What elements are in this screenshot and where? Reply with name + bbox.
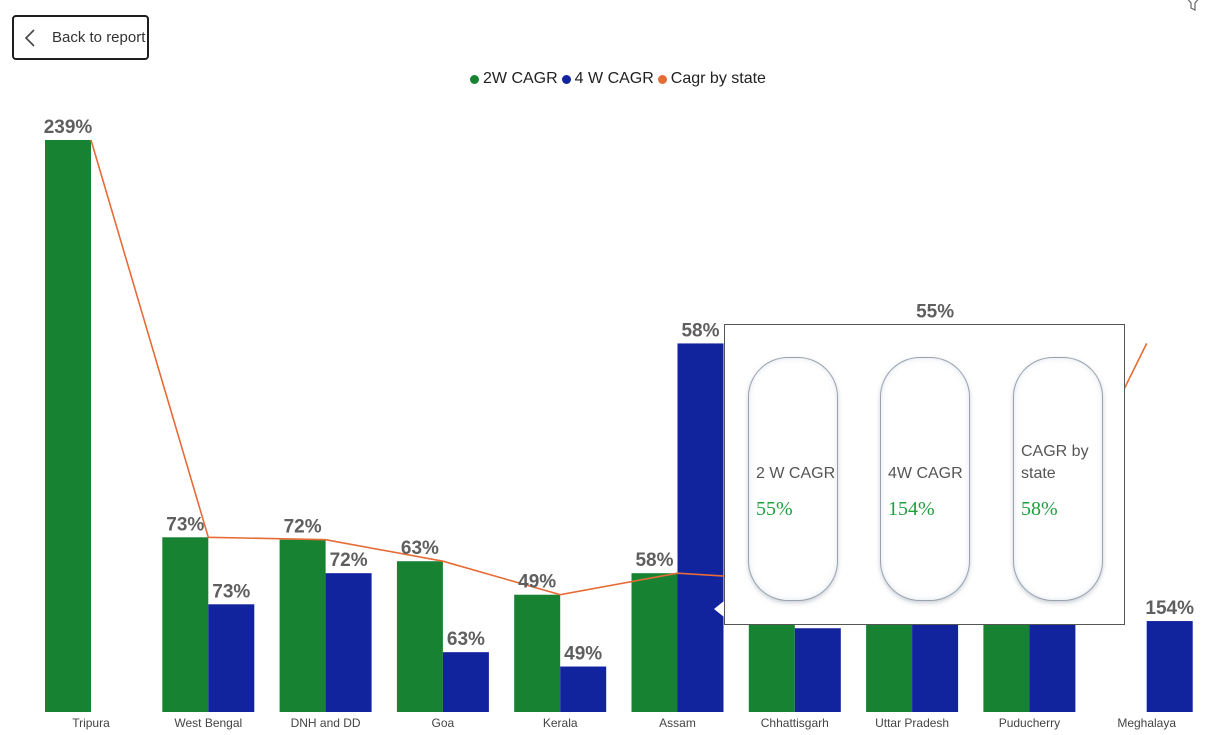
x-tick-label: Goa — [432, 716, 455, 730]
data-labels: 239% 73% 73% 72% 72% 63% 63% 49% 49% 58% 58% 55% 154… — [44, 117, 1194, 665]
x-tick-label: Puducherry — [999, 716, 1060, 730]
bar-2w-2[interactable] — [279, 539, 326, 712]
bar-2w-1[interactable] — [162, 537, 209, 712]
data-label-box — [682, 319, 719, 342]
legend-dot-cagr — [657, 74, 667, 84]
tooltip-card-4w-title: 4W CAGR — [888, 465, 963, 482]
series-4w-bars — [208, 324, 1193, 712]
x-tick-label: Meghalaya — [1117, 716, 1176, 730]
data-label-box — [565, 642, 602, 665]
data-label: 58% — [635, 550, 673, 571]
x-tick-label: Chhattisgarh — [761, 716, 829, 730]
data-label: 58% — [681, 320, 719, 341]
data-label: 73% — [166, 514, 204, 535]
tooltip-card-4w: 4W CAGR 154% — [880, 357, 970, 601]
x-tick-label: Assam — [659, 716, 696, 730]
x-tick-label: Kerala — [543, 716, 578, 730]
data-label-box — [330, 549, 367, 572]
bar-4w-9[interactable] — [1146, 621, 1193, 712]
legend-item-2w[interactable]: 2W CAGR — [470, 70, 558, 88]
x-tick-label: West Bengal — [174, 716, 242, 730]
data-label: 63% — [447, 629, 485, 650]
chart-legend: 2W CAGR 4 W CAGR Cagr by state — [470, 70, 770, 88]
data-label-box — [1146, 597, 1193, 620]
data-label: 239% — [44, 117, 93, 138]
tooltip-pointer — [714, 601, 724, 617]
data-label: 72% — [284, 517, 322, 538]
bar-2w-3[interactable] — [396, 561, 443, 712]
legend-dot-2w — [470, 74, 479, 84]
legend-label-4w: 4 W CAGR — [574, 70, 654, 87]
tooltip-panel: 2 W CAGR 55% 4W CAGR 154% CAGR by state … — [724, 324, 1125, 625]
data-label-box — [917, 300, 954, 323]
bar-2w-5[interactable] — [631, 573, 678, 712]
tooltip-card-2w-value: 55% — [756, 498, 793, 520]
data-label: 63% — [401, 538, 439, 559]
bar-2w-0[interactable] — [45, 140, 91, 712]
bar-4w-6[interactable] — [794, 628, 841, 712]
legend-dot-4w — [561, 74, 571, 84]
tooltip-card-state-value: 58% — [1021, 498, 1058, 520]
data-label-box — [213, 580, 250, 603]
x-tick-label: Tripura — [72, 716, 110, 730]
series-2w-bars — [45, 140, 1030, 712]
data-label: 49% — [518, 572, 556, 593]
x-axis: Tripura West Bengal DNH and DD Goa Kerala Ass… — [72, 716, 1176, 730]
filter-icon[interactable] — [1184, 0, 1202, 12]
bar-4w-1[interactable] — [208, 604, 255, 712]
bar-4w-3[interactable] — [442, 652, 489, 712]
chevron-left-icon — [24, 28, 35, 47]
tooltip-card-2w: 2 W CAGR 55% — [748, 357, 838, 601]
bar-4w-4[interactable] — [560, 666, 607, 712]
tooltip-card-2w-title: 2 W CAGR — [756, 465, 836, 482]
data-label: 55% — [916, 301, 954, 322]
x-tick-label: Uttar Pradesh — [875, 716, 949, 730]
back-to-report-label: Back to report — [52, 29, 146, 46]
legend-item-4w[interactable]: 4 W CAGR — [561, 70, 654, 88]
tooltip-card-state-title: CAGR by state — [1021, 443, 1089, 482]
tooltip-card-4w-value: 154% — [888, 498, 935, 520]
data-label: 72% — [330, 550, 368, 571]
data-label-box — [447, 628, 484, 651]
bar-4w-2[interactable] — [325, 573, 372, 712]
legend-label-cagr: Cagr by state — [670, 70, 766, 87]
tooltip-card-state: CAGR by state 58% — [1013, 357, 1103, 601]
bar-4w-5[interactable] — [677, 343, 724, 712]
legend-label-2w: 2W CAGR — [483, 70, 558, 87]
data-label: 49% — [564, 644, 602, 665]
legend-item-cagr[interactable]: Cagr by state — [657, 70, 766, 88]
back-to-report-button[interactable]: Back to report — [12, 15, 149, 60]
bar-2w-4[interactable] — [514, 594, 561, 712]
data-label: 154% — [1145, 598, 1194, 619]
data-label: 73% — [212, 581, 250, 602]
x-tick-label: DNH and DD — [291, 716, 361, 730]
